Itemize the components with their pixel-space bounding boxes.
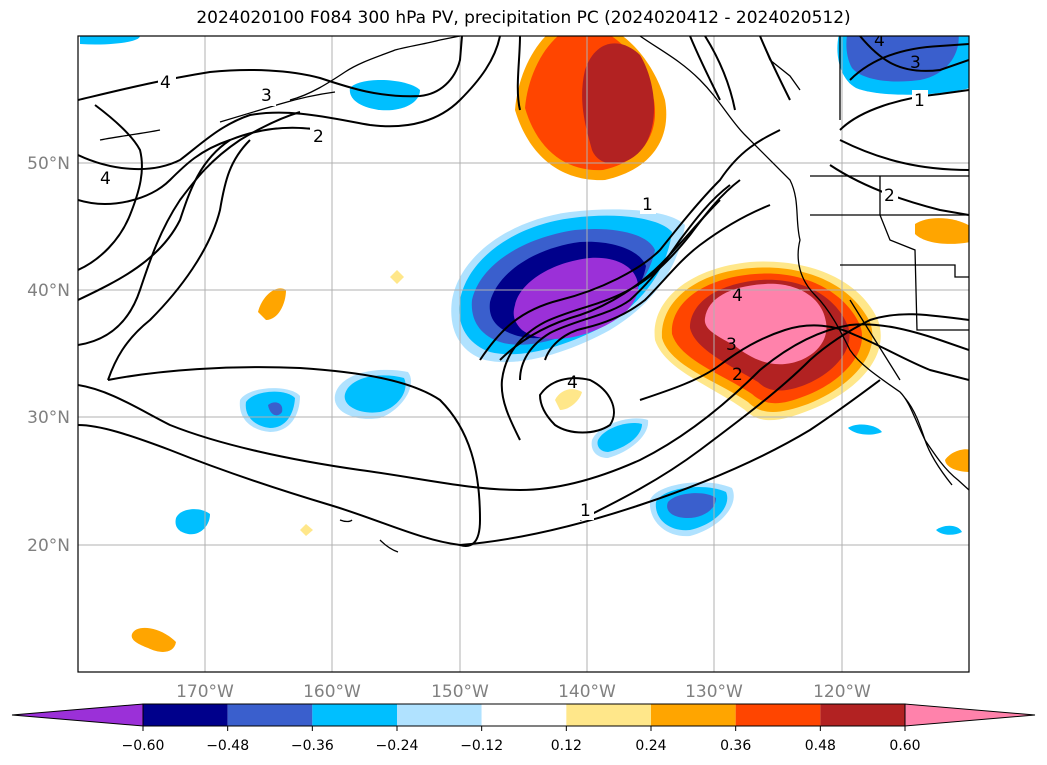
negative-anomaly-west — [334, 369, 412, 419]
negative-anomaly-east-small — [848, 424, 882, 435]
colorbar-tick-label: −0.36 — [291, 738, 334, 754]
colorbar-tick-label: −0.60 — [122, 738, 165, 754]
colorbar-tick-label: 0.24 — [635, 738, 666, 754]
positive-anomaly-dot2 — [390, 270, 404, 284]
negative-anomaly-sw — [175, 509, 210, 535]
colorbar-tick-label: −0.48 — [206, 738, 249, 754]
contour-label: 1 — [642, 195, 653, 215]
negative-anomaly-west2 — [239, 388, 300, 432]
contour-label: 4 — [732, 286, 743, 306]
coastlines — [99, 36, 969, 553]
map-plot-area: 4 3 2 4 1 2 4 3 2 1 4 3 1 4 — [78, 31, 969, 672]
negative-anomaly-east-small2 — [936, 525, 962, 535]
negative-anomaly-southeast — [649, 482, 734, 537]
lon-tick-label: 140°W — [558, 682, 616, 702]
negative-anomaly-pacific — [451, 209, 685, 363]
positive-anomaly-alaska — [515, 36, 667, 181]
colorbar-segment — [566, 704, 651, 726]
colorbar-tick-label: −0.12 — [460, 738, 503, 754]
pv-contour-labels: 4 3 2 4 1 2 4 3 2 1 4 3 1 4 — [98, 31, 928, 521]
contour-label: 4 — [160, 73, 171, 93]
colorbar-tick-label: 0.36 — [720, 738, 751, 754]
contour-label: 3 — [726, 335, 737, 355]
latitude-labels: 50°N 40°N 30°N 20°N — [27, 154, 70, 556]
lon-tick-label: 130°W — [685, 682, 743, 702]
positive-anomaly-small — [555, 389, 582, 410]
longitude-labels: 170°W 160°W 150°W 140°W 130°W 120°W — [176, 682, 871, 702]
lat-tick-label: 40°N — [27, 281, 70, 301]
negative-anomaly-nw — [80, 36, 140, 45]
colorbar-tick-label: 0.48 — [805, 738, 836, 754]
contour-label: 2 — [313, 127, 324, 147]
colorbar-extend-low — [11, 703, 144, 727]
contour-label: 1 — [580, 501, 591, 521]
colorbar-tick-label: 0.60 — [889, 738, 920, 754]
colorbar-segment — [481, 704, 567, 726]
lon-tick-label: 120°W — [813, 682, 871, 702]
contour-label: 1 — [914, 91, 925, 111]
contour-label: 2 — [884, 186, 895, 206]
lon-tick-label: 150°W — [431, 682, 489, 702]
colorbar-segment — [397, 704, 482, 726]
colorbar-segment — [312, 704, 397, 726]
lon-tick-label: 170°W — [176, 682, 234, 702]
colorbar-segment — [651, 704, 736, 726]
positive-anomaly-dot1 — [300, 524, 313, 536]
positive-anomaly-east-edge — [945, 449, 969, 472]
colorbar-outline — [142, 703, 906, 727]
contour-label: 4 — [567, 373, 578, 393]
colorbar-segment — [143, 704, 228, 726]
colorbar — [11, 703, 1036, 727]
lat-tick-label: 50°N — [27, 154, 70, 174]
positive-anomaly-west — [258, 288, 286, 320]
colorbar-segment — [735, 704, 821, 726]
contour-label: 4 — [100, 169, 111, 189]
contour-label: 3 — [910, 53, 921, 73]
positive-anomaly-far-sw — [131, 627, 176, 652]
colorbar-segment — [820, 704, 905, 726]
contour-label: 4 — [874, 31, 885, 51]
colorbar-extend-high — [904, 703, 1036, 727]
contour-label: 2 — [732, 365, 743, 385]
colorbar-tick-label: −0.24 — [376, 738, 419, 754]
contour-label: 3 — [261, 86, 272, 106]
colorbar-tick-label: 0.12 — [551, 738, 582, 754]
positive-anomaly-east — [915, 218, 969, 244]
negative-anomaly-northeast — [837, 36, 969, 95]
lat-tick-label: 30°N — [27, 408, 70, 428]
lat-tick-label: 20°N — [27, 536, 70, 556]
colorbar-labels: −0.60 −0.48 −0.36 −0.24 −0.12 0.12 0.24 0.36 0.4… — [122, 726, 921, 754]
lon-tick-label: 160°W — [303, 682, 361, 702]
map-frame — [77, 35, 970, 673]
colorbar-segment — [227, 704, 313, 726]
map-title: 2024020100 F084 300 hPa PV, precipitatio… — [196, 8, 851, 28]
